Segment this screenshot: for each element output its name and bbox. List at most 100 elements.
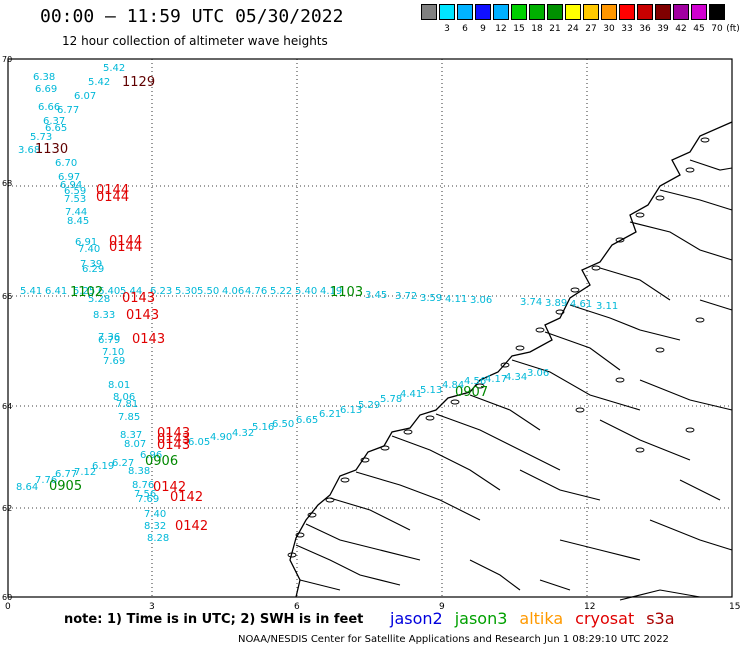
wave-height-label: 6.27	[112, 458, 134, 469]
coastline	[289, 121, 733, 598]
fjord-line	[629, 221, 733, 261]
page-title: 00:00 — 11:59 UTC 05/30/2022	[40, 6, 344, 27]
wave-height-label: 7.40	[78, 244, 100, 255]
wave-height-label: 5.50	[197, 286, 219, 297]
scale-tick-label: 39	[657, 24, 669, 34]
scale-tick-label: 21	[549, 24, 561, 34]
island	[700, 137, 710, 143]
wave-height-label: 5.16	[252, 422, 274, 433]
wave-height-label: 3.72	[395, 291, 417, 302]
legend-item: cryosat	[575, 609, 635, 628]
fjord-line	[639, 379, 733, 411]
wave-height-label: 5.42	[103, 63, 125, 74]
wave-height-label: 6.40	[98, 286, 120, 297]
wave-height-label: 5.41	[20, 286, 42, 297]
wave-height-label: 5.13	[420, 385, 442, 396]
wave-height-label: 6.13	[340, 405, 362, 416]
wave-height-label: 7.76	[35, 475, 57, 486]
wave-height-label: 6.38	[33, 72, 55, 83]
fjord-line	[649, 519, 733, 551]
scale-swatch	[565, 4, 581, 20]
scale-tick-label: 70	[711, 24, 723, 34]
wave-height-label: 6.23	[150, 286, 172, 297]
scale-swatch	[691, 4, 707, 20]
scale-unit-label: (ft)	[726, 24, 740, 34]
lon-label: 15	[729, 602, 740, 612]
wave-height-label: 3.89	[545, 298, 567, 309]
wave-height-label: 7.10	[102, 347, 124, 358]
wave-height-label: 6.50	[272, 419, 294, 430]
island	[325, 497, 335, 503]
wave-height-label: 7.40	[144, 509, 166, 520]
wave-height-label: 8.33	[93, 310, 115, 321]
wave-height-label: 8.06	[113, 392, 135, 403]
wave-height-label: 7.85	[118, 412, 140, 423]
scale-tick-label: 15	[513, 24, 525, 34]
pass-time-label: 1129	[122, 75, 155, 90]
fjord-line	[559, 539, 641, 561]
wave-height-label: 5.22	[270, 286, 292, 297]
fjord-line	[679, 479, 721, 501]
wave-height-label: 5.29	[358, 400, 380, 411]
wave-height-label: 8.28	[147, 533, 169, 544]
scale-tick-label: 30	[603, 24, 615, 34]
island	[403, 429, 413, 435]
wave-height-label: 4.34	[505, 372, 527, 383]
wave-height-label: 5.42	[88, 77, 110, 88]
fjord-line	[469, 394, 541, 431]
wave-height-label: 5.28	[88, 294, 110, 305]
wave-height-label: 6.59	[64, 186, 86, 197]
wave-height-label: 5.40	[295, 286, 317, 297]
scale-tick-label: 33	[621, 24, 633, 34]
wave-height-label: 7.53	[64, 194, 86, 205]
wave-height-label: 7.69	[103, 356, 125, 367]
wave-height-label: 3.59	[420, 293, 442, 304]
wave-height-label: 6.37	[43, 116, 65, 127]
wave-height-label: 6.79	[98, 335, 120, 346]
lon-label: 3	[149, 602, 155, 612]
island	[380, 445, 390, 451]
lon-label: 9	[439, 602, 445, 612]
legend-item: jason3	[454, 609, 508, 628]
fjord-line	[305, 523, 421, 561]
island	[655, 347, 665, 353]
scale-tick-label: 45	[693, 24, 705, 34]
legend-item: altika	[519, 609, 564, 628]
wave-height-label: 3.06	[527, 368, 549, 379]
pass-time-label: 0906	[145, 454, 178, 469]
pass-time-label: 0143	[122, 291, 155, 306]
wave-height-label: 8.45	[67, 216, 89, 227]
wave-height-label: 8.37	[120, 430, 142, 441]
island	[515, 345, 525, 351]
pass-time-label: 0143	[157, 432, 190, 447]
island	[295, 532, 305, 538]
wave-height-label: 4.61	[570, 299, 592, 310]
wave-height-label: 3.06	[470, 295, 492, 306]
wave-height-label: 4.84	[442, 380, 464, 391]
wave-height-label: 4.06	[222, 286, 244, 297]
fjord-line	[511, 359, 641, 411]
wave-height-label: 6.77	[57, 105, 79, 116]
wave-height-label: 6.65	[45, 123, 67, 134]
wave-height-label: 7.12	[74, 467, 96, 478]
legend-item: jason2	[390, 609, 443, 628]
wave-height-label: 4.17	[485, 374, 507, 385]
island	[591, 265, 601, 271]
scale-swatch	[601, 4, 617, 20]
scale-swatch	[655, 4, 671, 20]
wave-height-label: 7.39	[80, 259, 102, 270]
scale-tick-label: 27	[585, 24, 597, 34]
wave-height-label: 5.30	[175, 286, 197, 297]
pass-time-label: 1130	[35, 142, 68, 157]
island	[655, 195, 665, 201]
wave-height-label: 7.69	[137, 494, 159, 505]
island	[307, 512, 317, 518]
island	[615, 237, 625, 243]
scale-swatch	[421, 4, 437, 20]
wave-height-label: 4.41	[400, 389, 422, 400]
wave-height-label: 6.65	[296, 415, 318, 426]
lat-label: 66	[2, 292, 12, 301]
fjord-line	[329, 497, 411, 531]
island	[575, 407, 585, 413]
